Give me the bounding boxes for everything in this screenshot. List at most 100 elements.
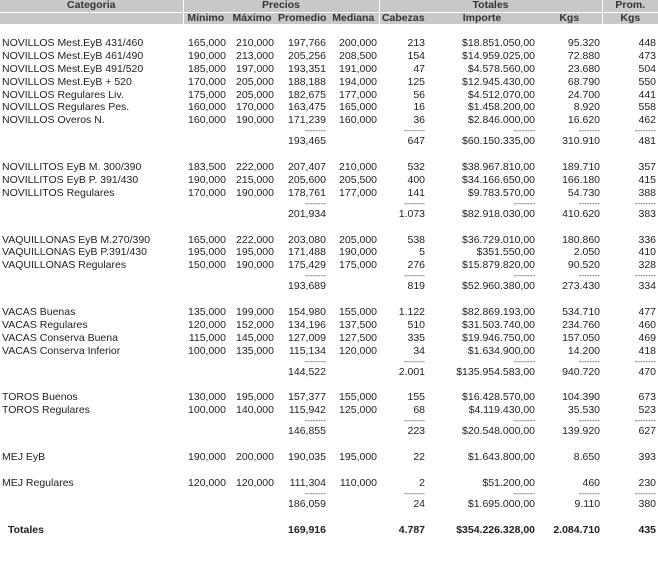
cell-kgs: 23.680 bbox=[567, 62, 601, 75]
cell-categoria bbox=[0, 208, 183, 221]
cell-minimo: 120,000 bbox=[188, 318, 226, 331]
cell-promedio: 207,407 bbox=[288, 161, 326, 174]
cell-kgs: 35.530 bbox=[567, 404, 601, 417]
cell-minimo: 190,000 bbox=[188, 49, 226, 62]
cell-categoria bbox=[0, 135, 183, 148]
cell-importe: $1.695.000,00 bbox=[467, 497, 536, 510]
cell-promedio: 171,239 bbox=[288, 114, 326, 127]
cell-mediana: 195,000 bbox=[339, 451, 378, 464]
cell-cabezas: 647 bbox=[407, 135, 426, 148]
cell-kgs: 273.430 bbox=[562, 280, 601, 293]
cell-promedio: 178,761 bbox=[288, 186, 326, 199]
cell-maximo: 152,000 bbox=[236, 318, 274, 331]
dash-separator: -------- bbox=[578, 357, 601, 366]
table-row: VACAS Buenas 135,000 199,000 154,980 155,000… bbox=[0, 306, 658, 319]
cell-cabezas: 532 bbox=[407, 161, 426, 174]
cell-cabezas: 34 bbox=[413, 344, 426, 357]
cell-mediana: 175,000 bbox=[339, 259, 378, 272]
cell-minimo: 170,000 bbox=[188, 75, 226, 88]
cell-prom-kgs: 230 bbox=[638, 476, 657, 489]
cell-importe: $135.954.583,00 bbox=[456, 365, 536, 378]
dash-separator: -------- bbox=[304, 417, 326, 426]
cell-promedio: 193,689 bbox=[288, 280, 326, 293]
cell-cabezas: 154 bbox=[407, 49, 426, 62]
dash-separator: -------- bbox=[304, 489, 326, 498]
cell-categoria bbox=[0, 498, 183, 511]
cell-promedio: 163,475 bbox=[288, 101, 326, 114]
cell-mediana bbox=[328, 498, 379, 511]
cell-prom-kgs: 380 bbox=[638, 497, 657, 510]
cell-maximo: 120,000 bbox=[236, 476, 274, 489]
totals-row: Totales 169,916 4.787 $354.226.328,00 2.084.… bbox=[0, 524, 658, 537]
cell-minimo: 190,000 bbox=[188, 451, 226, 464]
cell-categoria: VAQUILLONAS Regulares bbox=[2, 259, 127, 272]
header-promedio: Promedio bbox=[276, 12, 328, 24]
cell-cabezas: 335 bbox=[407, 331, 426, 344]
cell-minimo: 185,000 bbox=[188, 62, 226, 75]
cell-importe: $1.643.800,00 bbox=[467, 451, 536, 464]
cell-kgs: 534.710 bbox=[562, 306, 601, 319]
table-row: NOVILLITOS EyB P. 391/430 190,000 215,000 2… bbox=[0, 174, 658, 187]
dash-separator: -------- bbox=[403, 199, 426, 208]
dash-separator: -------- bbox=[634, 199, 657, 208]
cell-kgs: 234.760 bbox=[562, 318, 601, 331]
cell-cabezas: 5 bbox=[419, 246, 426, 259]
cell-mediana: 194,000 bbox=[339, 75, 378, 88]
cell-importe: $354.226.328,00 bbox=[456, 523, 536, 536]
dash-separator: -------- bbox=[578, 417, 601, 426]
table-row: NOVILLOS Regulares Pes. 160,000 170,000 163… bbox=[0, 101, 658, 114]
cell-importe: $1.634.900,00 bbox=[467, 344, 536, 357]
cell-cabezas: 155 bbox=[407, 391, 426, 404]
cell-importe: $4.119.430,00 bbox=[468, 404, 536, 417]
spacer-row bbox=[0, 438, 658, 451]
cell-promedio: 205,256 bbox=[288, 49, 326, 62]
header-totales: Totales bbox=[378, 0, 603, 13]
dash-separator: -------- bbox=[578, 199, 601, 208]
cell-kgs: 104.390 bbox=[562, 391, 601, 404]
cell-kgs: 410.620 bbox=[562, 207, 601, 220]
cell-prom-kgs: 558 bbox=[638, 101, 657, 114]
cell-minimo: 115,000 bbox=[188, 331, 226, 344]
cell-maximo: 190,000 bbox=[236, 259, 274, 272]
cell-promedio: 134,196 bbox=[288, 318, 326, 331]
cell-categoria: NOVILLOS Regulares Pes. bbox=[2, 101, 130, 114]
cell-kgs: 2.084.710 bbox=[553, 523, 601, 536]
dash-separator: -------- bbox=[513, 272, 536, 281]
separator-row: -------- -------- -------- -------- -------- bbox=[0, 417, 658, 425]
cell-prom-kgs: 357 bbox=[638, 161, 657, 174]
cell-prom-kgs: 469 bbox=[638, 331, 657, 344]
cell-mediana: 155,000 bbox=[339, 306, 378, 319]
cell-kgs: 189.710 bbox=[562, 161, 601, 174]
cell-categoria: TOROS Regulares bbox=[2, 404, 90, 417]
header-row-groups: Categoria Precios Totales Prom. bbox=[0, 0, 658, 13]
separator-row: -------- -------- -------- -------- -------- bbox=[0, 358, 658, 366]
cell-maximo: 222,000 bbox=[236, 161, 274, 174]
cell-promedio: 111,304 bbox=[289, 476, 326, 489]
cell-prom-kgs: 462 bbox=[638, 114, 657, 127]
cell-importe: $2.846.000,00 bbox=[467, 114, 536, 127]
spacer-row bbox=[0, 379, 658, 392]
dash-separator: -------- bbox=[304, 357, 326, 366]
cell-maximo bbox=[228, 498, 276, 511]
cell-minimo: 165,000 bbox=[188, 233, 226, 246]
cell-maximo: 195,000 bbox=[236, 246, 274, 259]
cell-mediana: 190,000 bbox=[339, 246, 378, 259]
dash-separator: -------- bbox=[513, 417, 536, 426]
cell-mediana: 137,500 bbox=[339, 318, 378, 331]
dash-separator: -------- bbox=[513, 357, 536, 366]
dash-separator: -------- bbox=[513, 199, 536, 208]
separator-row: -------- -------- -------- -------- -------- bbox=[0, 200, 658, 208]
table-row: TOROS Buenos 130,000 195,000 157,377 155,000… bbox=[0, 391, 658, 404]
cell-mediana bbox=[328, 425, 379, 438]
cell-minimo: 100,000 bbox=[188, 404, 226, 417]
cell-minimo: 175,000 bbox=[188, 88, 226, 101]
table-row: VACAS Conserva Inferior 100,000 135,000 115… bbox=[0, 345, 658, 358]
cell-minimo: 165,000 bbox=[188, 36, 226, 49]
cell-maximo: 205,000 bbox=[236, 88, 274, 101]
report-body: NOVILLOS Mest.EyB 431/460 165,000 210,000 1… bbox=[0, 24, 658, 537]
cell-mediana: 208,500 bbox=[339, 49, 378, 62]
cell-promedio: 193,465 bbox=[288, 135, 326, 148]
cell-promedio: 169,916 bbox=[288, 523, 326, 536]
dash-separator: -------- bbox=[304, 272, 326, 281]
cell-kgs: 157.050 bbox=[562, 331, 601, 344]
